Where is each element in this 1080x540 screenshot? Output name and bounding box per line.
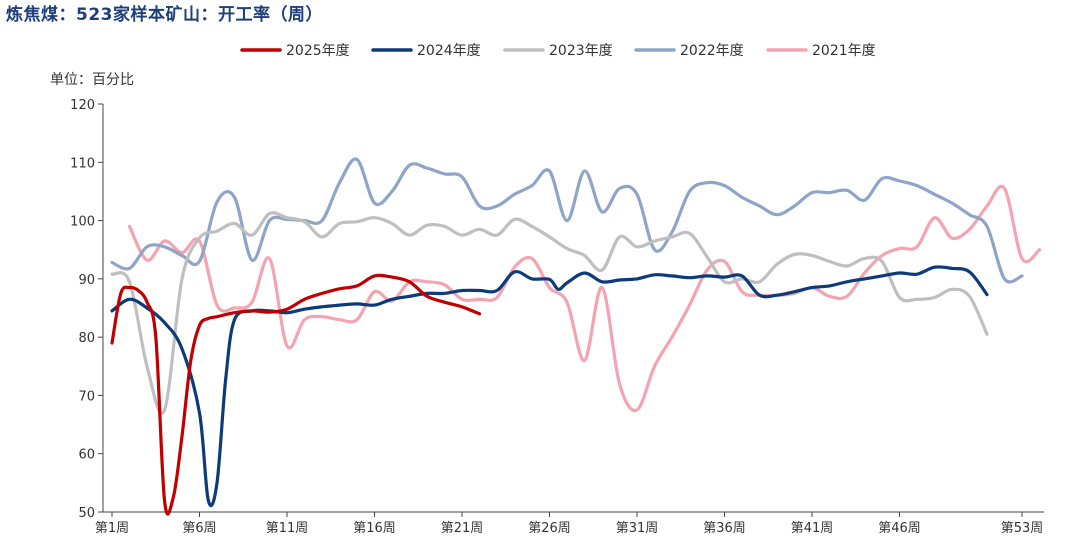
legend-label: 2021年度	[812, 43, 876, 59]
axes: 50 60 70 80 90 100 110 120 第1周 第6周 第11周 第16周 第21周 第26…	[70, 98, 1044, 536]
legend: 2025年度 2024年度 2023年度 2022年度 2021年度	[240, 43, 876, 59]
x-tick-label: 第53周	[1001, 521, 1044, 536]
series-line-2022年度	[110, 157, 1024, 284]
legend-label: 2024年度	[417, 43, 481, 59]
x-tick-label: 第46周	[878, 521, 921, 536]
y-tick-label: 80	[78, 331, 95, 346]
unit-label: 单位：百分比	[50, 72, 134, 88]
series-line-2025年度	[110, 273, 482, 516]
legend-label: 2022年度	[680, 43, 744, 59]
series-line-2024年度	[110, 265, 989, 507]
y-tick-label: 100	[70, 215, 95, 230]
series-lines	[110, 157, 1042, 516]
x-tick-label: 第36周	[703, 521, 746, 536]
y-tick-label: 110	[70, 156, 95, 171]
y-tick-label: 90	[78, 273, 95, 288]
x-tick-label: 第11周	[266, 521, 309, 536]
y-tick-label: 70	[78, 389, 95, 404]
series-line-2023年度	[110, 211, 989, 415]
y-tick-label: 60	[78, 448, 95, 463]
legend-label: 2025年度	[286, 43, 350, 59]
series-line-2021年度	[127, 184, 1042, 413]
x-tick-label: 第31周	[616, 521, 659, 536]
x-tick-label: 第1周	[95, 521, 129, 536]
legend-label: 2023年度	[549, 43, 613, 59]
y-tick-label: 50	[78, 506, 95, 521]
x-tick-label: 第21周	[441, 521, 484, 536]
x-tick-label: 第16周	[353, 521, 396, 536]
x-tick-label: 第26周	[528, 521, 571, 536]
x-tick-label: 第6周	[182, 521, 216, 536]
x-tick-label: 第41周	[791, 521, 834, 536]
chart-title: 炼焦煤：523家样本矿山：开工率（周）	[6, 5, 323, 25]
y-tick-label: 120	[70, 98, 95, 113]
